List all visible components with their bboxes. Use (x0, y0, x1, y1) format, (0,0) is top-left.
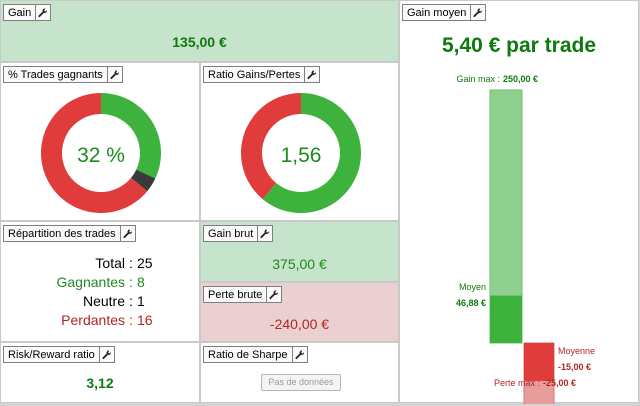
trade-distribution-panel: Répartition des trades Total:25 Gagnante… (0, 221, 200, 342)
sharpe-ratio-title: Ratio de Sharpe (203, 346, 293, 363)
no-data-button[interactable]: Pas de données (261, 374, 341, 391)
risk-reward-panel: Risk/Reward ratio 3,12 (0, 342, 200, 403)
risk-reward-title: Risk/Reward ratio (3, 346, 100, 363)
gain-loss-ratio-title: Ratio Gains/Pertes (203, 66, 306, 83)
win-rate-donut: 32 % (41, 93, 161, 214)
gross-gain-panel: Gain brut 375,00 € (200, 221, 399, 282)
gain-panel-header: Gain (3, 4, 52, 21)
gain-value: 135,00 € (172, 34, 227, 50)
loss-max-label: Perte max : (494, 378, 540, 388)
loss-average-value: -15,00 € (558, 362, 591, 372)
average-label: Moyen (459, 282, 486, 292)
gross-loss-panel-header: Perte brute (203, 286, 283, 303)
trade-distribution-list: Total:25 Gagnantes:8 Neutre:1 Perdantes:… (1, 254, 153, 330)
gross-loss-panel: Perte brute -240,00 € (200, 282, 399, 342)
wrench-icon[interactable] (305, 66, 321, 83)
gain-title: Gain (3, 4, 37, 21)
gain-loss-ratio-panel: Ratio Gains/Pertes 1,56 (200, 62, 399, 221)
win-rate-panel: % Trades gagnants 32 % (0, 62, 200, 221)
risk-reward-panel-header: Risk/Reward ratio (3, 346, 115, 363)
list-item: Total:25 (1, 254, 153, 273)
average-gain-panel: Gain moyen 5,40 € par trade Gain max : 2… (399, 0, 639, 404)
gain-max-label: Gain max : (456, 74, 500, 84)
donut-slice-gains (262, 93, 361, 213)
win-rate-panel-header: % Trades gagnants (3, 66, 123, 83)
loss-max-value: -25,00 € (543, 378, 576, 388)
list-item: Neutre:1 (1, 292, 153, 311)
distribution-label-total: Total (95, 255, 125, 271)
average-value: 46,88 € (456, 298, 486, 308)
gain-average-bar (490, 295, 522, 343)
distribution-value-neutral: 1 (137, 293, 145, 309)
donut-slice-losses (241, 93, 301, 200)
average-gain-headline: 5,40 € par trade (400, 34, 638, 58)
average-gain-bar-chart: Gain max : 250,00 € Moyen 46,88 € Moyenn… (456, 74, 595, 404)
distribution-value-losers: 16 (137, 312, 153, 328)
trade-distribution-title: Répartition des trades (3, 225, 121, 242)
distribution-label-winners: Gagnantes (56, 274, 126, 290)
wrench-icon[interactable] (120, 225, 136, 242)
sharpe-ratio-panel: Ratio de Sharpe Pas de données (200, 342, 399, 403)
wrench-icon[interactable] (292, 346, 308, 363)
gain-loss-ratio-panel-header: Ratio Gains/Pertes (203, 66, 321, 83)
wrench-icon[interactable] (107, 66, 123, 83)
wrench-icon[interactable] (471, 4, 487, 21)
distribution-value-total: 25 (137, 255, 153, 271)
wrench-icon[interactable] (258, 225, 274, 242)
gross-gain-panel-header: Gain brut (203, 225, 274, 242)
loss-average-bar (524, 343, 554, 381)
gain-loss-ratio-value: 1,56 (281, 144, 322, 167)
gain-max-value: 250,00 € (503, 74, 538, 84)
distribution-label-losers: Perdantes (61, 312, 125, 328)
donut-slice-win (101, 93, 161, 179)
win-rate-value: 32 % (77, 144, 125, 167)
gross-loss-value: -240,00 € (269, 316, 330, 332)
distribution-value-winners: 8 (137, 274, 145, 290)
wrench-icon[interactable] (36, 4, 52, 21)
gross-gain-value: 375,00 € (272, 256, 327, 272)
donut-slice-loss (41, 93, 148, 214)
donut-slice-neutral (131, 169, 156, 192)
sharpe-ratio-panel-header: Ratio de Sharpe (203, 346, 308, 363)
risk-reward-value: 3,12 (86, 375, 114, 391)
average-gain-headline-text: 5,40 € par trade (441, 34, 597, 57)
list-item: Perdantes:16 (1, 311, 153, 330)
gain-loss-ratio-donut: 1,56 (241, 93, 361, 213)
gross-loss-title: Perte brute (203, 286, 268, 303)
wrench-icon[interactable] (99, 346, 115, 363)
loss-average-label: Moyenne (558, 346, 595, 356)
average-gain-title: Gain moyen (402, 4, 472, 21)
trade-distribution-panel-header: Répartition des trades (3, 225, 136, 242)
list-item: Gagnantes:8 (1, 273, 153, 292)
distribution-label-neutral: Neutre (82, 293, 125, 309)
gross-gain-title: Gain brut (203, 225, 259, 242)
wrench-icon[interactable] (267, 286, 283, 303)
average-gain-panel-header: Gain moyen (402, 4, 487, 21)
gain-panel: Gain 135,00 € (0, 0, 399, 62)
win-rate-title: % Trades gagnants (3, 66, 108, 83)
